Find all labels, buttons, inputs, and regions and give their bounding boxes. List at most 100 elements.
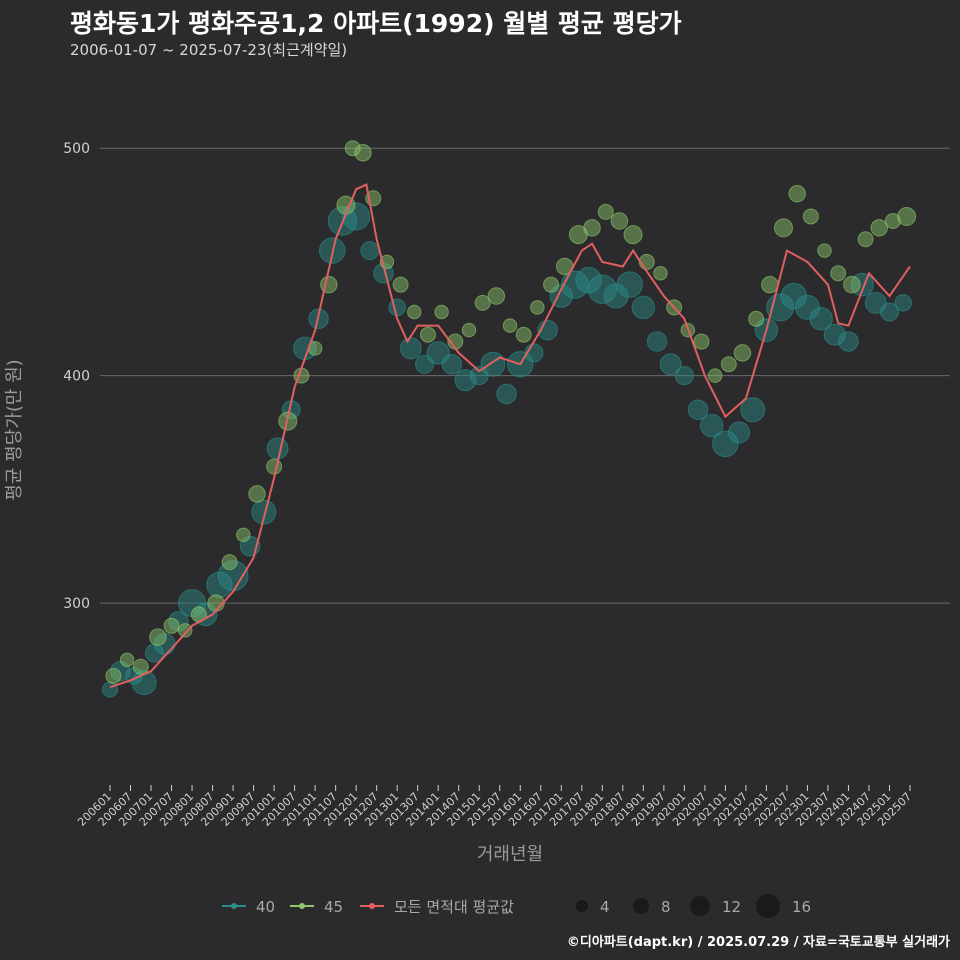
bubble-40 bbox=[659, 353, 682, 376]
legend-dot bbox=[299, 903, 305, 909]
legend-size-circle bbox=[756, 894, 780, 918]
bubble-45 bbox=[707, 368, 723, 383]
bubble-45 bbox=[530, 300, 545, 315]
bubble-45 bbox=[583, 219, 601, 237]
bubble-45 bbox=[515, 326, 532, 343]
bubble-45 bbox=[177, 623, 193, 638]
bubble-40 bbox=[454, 369, 477, 392]
bubble-45 bbox=[434, 304, 449, 320]
bubble-40 bbox=[699, 413, 724, 438]
legend-size-4: 4 bbox=[576, 898, 610, 916]
bubble-40 bbox=[674, 366, 694, 386]
bubble-45 bbox=[392, 276, 409, 293]
chart-subtitle: 2006-01-07 ~ 2025-07-23(최근계약일) bbox=[70, 41, 348, 59]
bubble-40 bbox=[879, 302, 899, 322]
bubble-40 bbox=[712, 430, 739, 458]
bubble-45 bbox=[221, 554, 238, 571]
x-axis-title: 거래년월 bbox=[477, 844, 543, 865]
average-line bbox=[109, 183, 911, 689]
bubble-45 bbox=[802, 208, 819, 225]
bubble-45 bbox=[653, 266, 668, 281]
bubble-40 bbox=[399, 337, 422, 360]
legend-label: 45 bbox=[324, 898, 343, 916]
legend-size-16: 16 bbox=[756, 894, 811, 918]
legend-label: 40 bbox=[256, 898, 275, 916]
bubble-45 bbox=[884, 213, 901, 229]
bubble-45 bbox=[693, 333, 710, 350]
bubble-45 bbox=[733, 344, 752, 362]
bubble-40 bbox=[728, 421, 751, 444]
bubble-40 bbox=[616, 271, 643, 298]
bubble-40 bbox=[823, 323, 846, 346]
bubble-40 bbox=[740, 397, 766, 423]
bubble-45 bbox=[105, 667, 122, 684]
legend-size-label: 8 bbox=[661, 898, 671, 916]
bubble-45 bbox=[163, 617, 180, 634]
legend-size-label: 4 bbox=[600, 898, 610, 916]
bubble-40 bbox=[193, 602, 218, 627]
bubble-45 bbox=[248, 485, 266, 503]
bubble-40 bbox=[388, 298, 406, 317]
bubble-45 bbox=[236, 527, 251, 543]
bubble-45 bbox=[543, 276, 560, 293]
legend-size-circle bbox=[576, 900, 588, 912]
bubble-45 bbox=[502, 318, 518, 333]
bubble-40 bbox=[342, 202, 371, 231]
legend-size-circle bbox=[633, 898, 649, 914]
bubble-45 bbox=[870, 219, 888, 237]
bubble-45 bbox=[830, 265, 847, 282]
bubble-40 bbox=[441, 354, 463, 375]
bubble-40 bbox=[266, 437, 289, 460]
bubble-40 bbox=[687, 399, 709, 421]
footer-credit: ©디아파트(dapt.kr) / 2025.07.29 / 자료=국토교통부 실… bbox=[566, 935, 950, 950]
legend-item-2: 모든 면적대 평균값 bbox=[360, 898, 514, 916]
chart-title: 평화동1가 평화주공1,2 아파트(1992) 월별 평균 평당가 bbox=[70, 9, 682, 38]
bubble-45 bbox=[119, 652, 135, 668]
bubble-45 bbox=[419, 326, 436, 343]
y-tick-label: 300 bbox=[63, 596, 90, 612]
legend-dot bbox=[231, 903, 237, 909]
bubble-40 bbox=[646, 331, 668, 352]
bubble-45 bbox=[461, 322, 477, 338]
bubble-40 bbox=[496, 383, 517, 405]
legend-size-circle bbox=[690, 896, 710, 916]
legend-size-label: 16 bbox=[792, 898, 811, 916]
bubble-layer bbox=[102, 140, 917, 698]
legend-label: 모든 면적대 평균값 bbox=[394, 898, 514, 916]
bubble-45 bbox=[623, 225, 643, 245]
bubble-45 bbox=[610, 212, 629, 230]
legend-size-8: 8 bbox=[633, 898, 671, 916]
bubble-40 bbox=[780, 282, 808, 310]
legend-item-0: 40 bbox=[222, 898, 275, 916]
bubble-45 bbox=[857, 231, 874, 248]
y-tick-label: 500 bbox=[63, 141, 90, 157]
bubble-45 bbox=[761, 275, 779, 294]
average-line-layer bbox=[109, 183, 911, 689]
y-tick-label: 400 bbox=[63, 369, 90, 385]
bubble-45 bbox=[132, 658, 149, 675]
bubble-45 bbox=[149, 628, 167, 646]
axis-layer: 3004005002006012006072007012007072008012… bbox=[4, 141, 914, 865]
bubble-40 bbox=[631, 295, 656, 320]
bubble-45 bbox=[407, 304, 422, 320]
bubble-45 bbox=[474, 294, 491, 311]
bubble-45 bbox=[748, 310, 765, 327]
bubble-45 bbox=[597, 203, 614, 220]
bubble-45 bbox=[344, 140, 361, 157]
bubble-40 bbox=[894, 294, 912, 312]
bubble-40 bbox=[102, 681, 118, 698]
bubble-40 bbox=[838, 331, 859, 352]
bubble-40 bbox=[206, 571, 233, 599]
bubble-45 bbox=[897, 206, 917, 226]
legend-size-12: 12 bbox=[690, 896, 741, 916]
bubble-45 bbox=[266, 458, 283, 475]
bubble-40 bbox=[480, 351, 506, 377]
bubble-45 bbox=[720, 356, 737, 373]
bubble-40 bbox=[360, 241, 380, 261]
bubble-45 bbox=[320, 275, 338, 294]
bubble-40 bbox=[587, 274, 618, 304]
bubble-45 bbox=[487, 287, 506, 305]
bubble-40 bbox=[809, 307, 833, 331]
bubble-45 bbox=[774, 218, 794, 238]
